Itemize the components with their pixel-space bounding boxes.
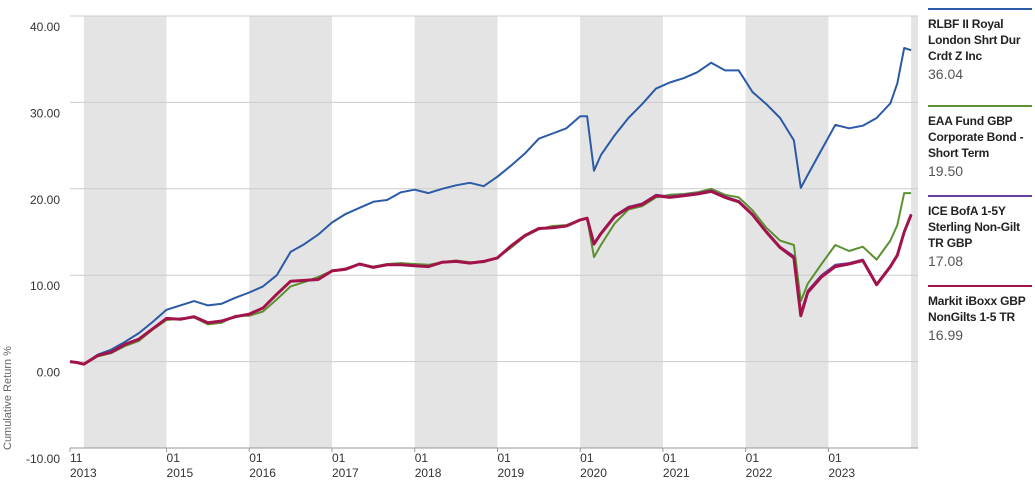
x-tick-label: 01 2016 (249, 451, 276, 480)
series-line (69, 189, 913, 366)
chart: Cumulative Return % -10.00 0.00 10.00 20.00… (2, 15, 918, 480)
y-tick-label: 0.00 (37, 366, 61, 380)
x-tick-label: 01 2022 (746, 451, 773, 480)
y-tick-label: 20.00 (30, 193, 60, 207)
x-tick-label: 01 2021 (663, 451, 690, 480)
year-band (249, 16, 332, 448)
legend-value: 19.50 (928, 163, 964, 179)
year-band (414, 16, 498, 448)
legend-name: EAA Fund GBP Corporate Bond - Short Term (928, 114, 1024, 160)
x-tick-label: 01 2017 (332, 451, 359, 480)
year-band (911, 16, 918, 448)
year-band (745, 16, 829, 448)
y-tick-label: 40.00 (30, 20, 60, 34)
x-tick-label: 01 2018 (415, 451, 442, 480)
x-tick-label: 01 2023 (828, 451, 855, 480)
x-tick-label: 01 2015 (167, 451, 194, 480)
x-tick-label: 01 2019 (497, 451, 524, 480)
y-tick-label: 10.00 (30, 279, 60, 293)
y-axis-label: Cumulative Return % (2, 346, 14, 450)
x-tick-label: 11 2013 (70, 451, 97, 480)
legend-name: ICE BofA 1-5Y Sterling Non-Gilt TR GBP (928, 204, 1020, 250)
legend-entry: ICE BofA 1-5Y Sterling Non-Gilt TR GBP 17… (928, 195, 1032, 269)
y-tick-label: 30.00 (30, 106, 60, 120)
y-tick-label: -10.00 (26, 452, 60, 466)
legend-entry: Markit iBoxx GBP NonGilts 1-5 TR 16.99 (928, 285, 1032, 343)
x-tick-label: 01 2020 (580, 451, 607, 480)
legend-name: RLBF II Royal London Shrt Dur Crdt Z Inc (928, 17, 1021, 63)
legend-value: 16.99 (928, 327, 964, 343)
legend-name: Markit iBoxx GBP NonGilts 1-5 TR (928, 294, 1026, 324)
legend-value: 17.08 (928, 253, 964, 269)
legend-value: 36.04 (928, 66, 964, 82)
legend-entry: RLBF II Royal London Shrt Dur Crdt Z Inc… (928, 8, 1032, 82)
year-band (580, 16, 663, 448)
series-line (69, 47, 912, 366)
year-band (83, 16, 167, 448)
legend-entry: EAA Fund GBP Corporate Bond - Short Term… (928, 105, 1032, 179)
